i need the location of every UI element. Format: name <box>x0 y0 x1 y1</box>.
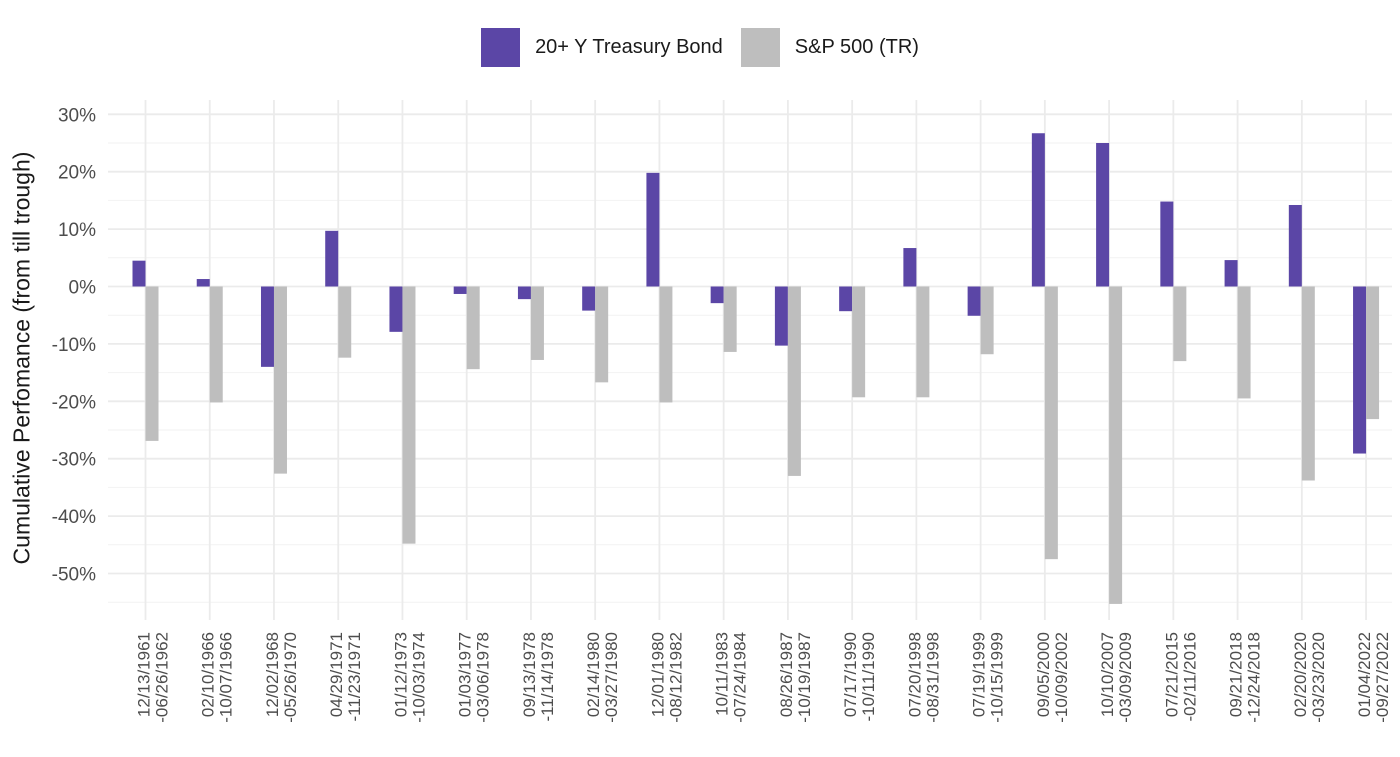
legend-swatch-sp500 <box>740 27 780 67</box>
x-tick-label-start: 04/29/1971 <box>327 632 346 717</box>
legend-item-treasury: 20+ Y Treasury Bond <box>481 27 723 67</box>
x-tick-label-start: 01/03/1977 <box>456 632 475 717</box>
x-tick-label-end: -03/27/1980 <box>602 632 621 723</box>
bar-sp500 <box>338 286 352 358</box>
legend: 20+ Y Treasury Bond S&P 500 (TR) <box>0 27 1400 67</box>
x-tick-label-start: 12/01/1980 <box>648 632 667 717</box>
bar-treasury <box>453 286 467 294</box>
bar-sp500 <box>980 286 994 355</box>
bar-sp500 <box>402 286 416 544</box>
x-tick-label-end: -11/14/1978 <box>538 632 557 721</box>
y-tick-label: -30% <box>52 450 96 471</box>
bar-sp500 <box>595 286 609 383</box>
bar-sp500 <box>466 286 480 370</box>
x-tick-label-end: -02/11/2016 <box>1180 632 1199 721</box>
x-tick-label-start: 09/05/2000 <box>1034 632 1053 717</box>
x-tick-label-end: -03/06/1978 <box>474 632 493 723</box>
bar-sp500 <box>1301 286 1315 481</box>
x-tick-label-start: 02/10/1966 <box>199 632 218 717</box>
legend-swatch-treasury <box>481 27 521 67</box>
x-tick-label-start: 10/11/1983 <box>713 632 732 716</box>
bar-treasury <box>967 286 981 316</box>
bar-treasury <box>646 172 660 287</box>
grid <box>108 100 1392 620</box>
x-tick-label-end: -09/27/2022 <box>1373 632 1392 723</box>
bar-sp500 <box>787 286 801 476</box>
x-tick-label-start: 07/20/1998 <box>905 632 924 717</box>
bar-treasury <box>196 279 210 287</box>
y-tick-label: -10% <box>52 335 96 356</box>
bar-treasury <box>389 286 403 332</box>
bar-treasury <box>839 286 853 312</box>
x-tick-label-start: 07/21/2015 <box>1162 632 1181 717</box>
bar-sp500 <box>145 286 159 441</box>
bar-treasury <box>517 286 531 300</box>
x-tick-label-end: -11/23/1971 <box>345 632 364 721</box>
bar-treasury <box>903 248 917 287</box>
legend-label-treasury: 20+ Y Treasury Bond <box>535 35 723 58</box>
x-tick-label-end: -03/09/2009 <box>1116 632 1135 723</box>
x-tick-label-start: 12/02/1968 <box>263 632 282 717</box>
y-tick-label: -50% <box>52 565 96 586</box>
bar-sp500 <box>1109 286 1123 604</box>
bar-sp500 <box>1366 286 1380 420</box>
x-tick-label-end: -10/11/1990 <box>859 632 878 721</box>
bar-treasury <box>1224 260 1238 287</box>
y-tick-label: 10% <box>58 220 96 241</box>
x-tick-label-end: -10/19/1987 <box>795 632 814 723</box>
x-tick-label-start: 07/19/1999 <box>970 632 989 717</box>
x-tick-label-end: -08/12/1982 <box>666 632 685 723</box>
bar-treasury <box>132 260 146 287</box>
bar-sp500 <box>659 286 673 403</box>
x-tick-label-start: 07/17/1990 <box>841 632 860 717</box>
bar-sp500 <box>209 286 223 403</box>
x-tick-label-end: -10/15/1999 <box>988 632 1007 723</box>
x-tick-label-end: -10/07/1966 <box>217 632 236 723</box>
x-tick-label-end: -10/03/1974 <box>409 632 428 723</box>
bar-sp500 <box>1237 286 1251 399</box>
x-tick-label-end: -10/09/2002 <box>1052 632 1071 723</box>
bar-sp500 <box>530 286 544 360</box>
bar-treasury <box>1031 133 1045 287</box>
x-tick-label-start: 02/14/1980 <box>584 632 603 717</box>
x-tick-label-start: 01/12/1973 <box>391 632 410 717</box>
y-tick-label: -40% <box>52 507 96 528</box>
y-tick-label: 0% <box>69 278 97 299</box>
x-tick-label-end: -05/26/1970 <box>281 632 300 723</box>
bar-sp500 <box>273 286 287 474</box>
x-tick-label-end: -06/26/1962 <box>153 632 172 723</box>
x-tick-label-start: 09/21/2018 <box>1227 632 1246 717</box>
bar-sp500 <box>852 286 866 398</box>
bar-sp500 <box>1044 286 1058 560</box>
bar-treasury <box>582 286 596 311</box>
bar-treasury <box>260 286 274 367</box>
bars <box>132 133 1380 604</box>
bar-treasury <box>1353 286 1367 454</box>
x-tick-label-start: 08/26/1987 <box>777 632 796 717</box>
x-tick-label-end: -08/31/1998 <box>923 632 942 723</box>
x-tick-label-end: -07/24/1984 <box>731 632 750 723</box>
bar-treasury <box>1160 201 1174 287</box>
bar-treasury <box>774 286 788 346</box>
bar-treasury <box>1096 143 1110 287</box>
legend-item-sp500: S&P 500 (TR) <box>740 27 919 67</box>
y-tick-label: -20% <box>52 392 96 413</box>
x-tick-label-start: 10/10/2007 <box>1098 632 1117 717</box>
x-tick-label-end: -03/23/2020 <box>1309 632 1328 723</box>
x-tick-label-start: 01/04/2022 <box>1355 632 1374 717</box>
x-tick-label-end: -12/24/2018 <box>1245 632 1264 723</box>
bar-sp500 <box>723 286 737 352</box>
bar-treasury <box>325 230 339 287</box>
y-tick-label: 20% <box>58 163 96 184</box>
bar-sp500 <box>916 286 930 398</box>
legend-label-sp500: S&P 500 (TR) <box>794 35 919 58</box>
y-tick-label: 30% <box>58 105 96 126</box>
x-tick-label-start: 02/20/2020 <box>1291 632 1310 717</box>
x-tick-label-start: 12/13/1961 <box>135 632 154 717</box>
bar-sp500 <box>1173 286 1187 362</box>
x-tick-label-start: 09/13/1978 <box>520 632 539 717</box>
bar-treasury <box>1288 204 1302 287</box>
bar-treasury <box>710 286 724 304</box>
